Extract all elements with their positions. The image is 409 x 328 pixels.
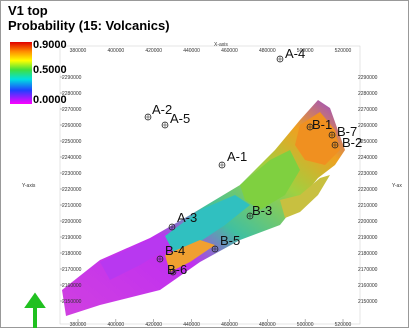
x-tick-label: 400000 xyxy=(108,48,125,54)
y-tick-label: 2270000 xyxy=(62,107,82,113)
x-tick-label: 460000 xyxy=(221,48,238,54)
y-tick-label: 2200000 xyxy=(62,219,82,225)
y-tick-label: 2280000 xyxy=(62,91,82,97)
y-tick-label: 2250000 xyxy=(62,139,82,145)
well-label: B-6 xyxy=(167,262,187,277)
y-tick-label: 2280000 xyxy=(358,91,378,97)
y-tick-label: 2230000 xyxy=(62,171,82,177)
well-label: A-1 xyxy=(227,149,247,164)
well-label: B-3 xyxy=(252,203,272,218)
well-label: A-4 xyxy=(285,46,305,61)
color-bar xyxy=(10,42,32,104)
map-view: V1 top Probability (15: Volcanics) X-axi… xyxy=(0,0,409,328)
y-tick-label: 2240000 xyxy=(62,155,82,161)
y-tick-label: 2260000 xyxy=(358,123,378,129)
x-tick-label: 460000 xyxy=(221,322,238,328)
x-tick-label: 380000 xyxy=(70,48,87,54)
y-tick-label: 2180000 xyxy=(358,251,378,257)
y-tick-label: 2170000 xyxy=(358,267,378,273)
title: V1 top xyxy=(8,3,48,18)
y-tick-label: 2190000 xyxy=(358,235,378,241)
y-axis-title: Y-axis xyxy=(22,183,36,189)
subtitle: Probability (15: Volcanics) xyxy=(8,18,170,33)
y-tick-label: 2170000 xyxy=(62,267,82,273)
well-label: A-5 xyxy=(170,111,190,126)
y-tick-label: 2190000 xyxy=(62,235,82,241)
x-tick-label: 440000 xyxy=(183,322,200,328)
y-tick-label: 2150000 xyxy=(62,299,82,305)
y-tick-label: 2220000 xyxy=(358,187,378,193)
x-tick-label: 420000 xyxy=(145,322,162,328)
y-tick-label: 2210000 xyxy=(358,203,378,209)
x-tick-label: 480000 xyxy=(259,322,276,328)
y-tick-label: 2230000 xyxy=(358,171,378,177)
y-tick-label: 2160000 xyxy=(358,283,378,289)
legend-label: 0.9000 xyxy=(33,39,67,51)
y-tick-label: 2200000 xyxy=(358,219,378,225)
well-label: B-1 xyxy=(312,117,332,132)
y-tick-label: 2150000 xyxy=(358,299,378,305)
well-label: B-2 xyxy=(342,135,362,150)
x-tick-label: 440000 xyxy=(183,48,200,54)
y-tick-label: 2220000 xyxy=(62,187,82,193)
y-tick-label: 2240000 xyxy=(358,155,378,161)
y-tick-label: 2290000 xyxy=(358,75,378,81)
well-label: A-3 xyxy=(177,210,197,225)
x-tick-label: 520000 xyxy=(335,48,352,54)
x-tick-label: 420000 xyxy=(145,48,162,54)
x-tick-label: 380000 xyxy=(70,322,87,328)
well-label: B-4 xyxy=(165,243,185,258)
y2-axis-title: Y-ax xyxy=(392,183,402,189)
y-tick-label: 2270000 xyxy=(358,107,378,113)
x-tick-label: 400000 xyxy=(108,322,125,328)
x-tick-label: 480000 xyxy=(259,48,276,54)
x-tick-label: 520000 xyxy=(335,322,352,328)
y-tick-label: 2160000 xyxy=(62,283,82,289)
y-tick-label: 2290000 xyxy=(62,75,82,81)
y-tick-label: 2210000 xyxy=(62,203,82,209)
y-tick-label: 2180000 xyxy=(62,251,82,257)
well-label: B-5 xyxy=(220,233,240,248)
x-tick-label: 500000 xyxy=(297,322,314,328)
y-tick-label: 2260000 xyxy=(62,123,82,129)
